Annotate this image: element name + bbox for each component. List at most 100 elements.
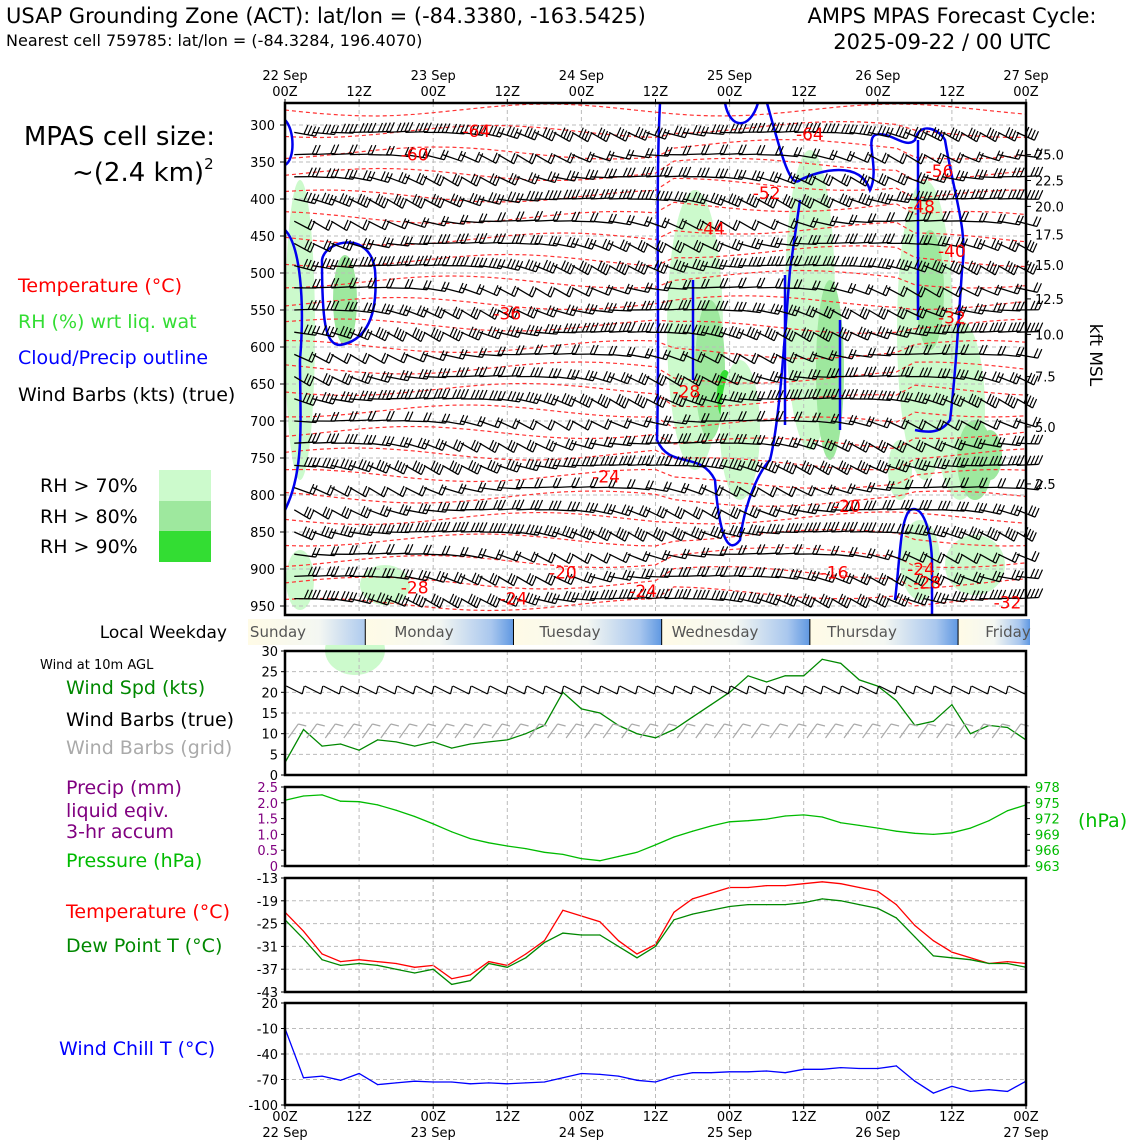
wind-barb-flag (777, 238, 783, 248)
wind-barb-flag (418, 485, 424, 495)
wind-barb-flag (709, 685, 713, 695)
wind-barb (331, 506, 353, 520)
wind-barb-flag (774, 122, 780, 132)
wind-barb (590, 552, 612, 564)
wind-barb-flag (978, 344, 984, 355)
wind-barb (405, 148, 432, 159)
wind-barb-flag (788, 504, 794, 514)
wind-barb (609, 167, 636, 178)
wind-barb-flag (692, 373, 698, 383)
wind-barb-shaft (312, 487, 331, 497)
wind-barb-flag (950, 393, 956, 403)
wind-barb-flag (750, 460, 756, 470)
wind-barb-flag (531, 594, 537, 605)
wind-barb-shaft (368, 331, 386, 342)
wind-barb-true (415, 685, 435, 695)
wind-barb-flag (760, 277, 766, 288)
wind-barb-flag (640, 397, 646, 407)
wind-barb-flag (363, 302, 369, 312)
wind-barb-flag (845, 573, 852, 583)
wind-barb-flag (552, 263, 558, 274)
wind-barb (423, 305, 446, 319)
wind-barb-flag (756, 410, 762, 421)
wind-barb-flag (371, 144, 377, 155)
wind-barb (553, 127, 575, 143)
wind-barb (775, 436, 802, 449)
wind-barb-flag (995, 553, 1001, 564)
wind-barb-flag (325, 325, 331, 336)
wind-barb-flag (848, 389, 855, 399)
wind-barb (849, 326, 873, 341)
wind-barb-shaft (695, 723, 707, 739)
wind-barb-flag (642, 532, 648, 542)
wind-barb-flag (734, 374, 740, 384)
wind-barb-flag (716, 509, 723, 520)
wind-barb-flag (700, 325, 706, 335)
wind-barb-flag (700, 433, 706, 443)
wind-barb (479, 233, 507, 245)
wind-barb-flag (1014, 149, 1020, 159)
wind-barb (812, 193, 835, 209)
wind-barb-flag (648, 569, 654, 579)
wind-barb (479, 439, 500, 454)
wind-barb (720, 566, 747, 578)
wind-barb-flag (1026, 189, 1032, 200)
wind-barb (312, 325, 338, 338)
wind-barb-flag (416, 305, 422, 315)
wind-barb-flag (877, 125, 883, 135)
wind-barb-flag (692, 589, 698, 600)
wind-barb (293, 373, 315, 387)
wind-barb-flag (570, 170, 576, 181)
wind-barb-flag (352, 545, 358, 555)
wind-barb-flag (793, 523, 799, 533)
wind-barb-grid (343, 723, 362, 739)
wind-barb-flag (525, 324, 531, 335)
wind-barb-flag (926, 526, 932, 536)
wind-barb (497, 152, 519, 165)
wind-barb-flag (765, 592, 771, 602)
wind-barb (423, 327, 445, 342)
wind-barb-flag (773, 304, 780, 314)
wind-barb-flag (778, 390, 784, 400)
wind-barb-flag (728, 193, 734, 203)
wind-barb-flag (862, 441, 868, 451)
wind-barb-flag (359, 524, 365, 534)
wind-barb-flag (306, 241, 313, 251)
wind-barb (516, 153, 537, 165)
sounding-panel: -64-60-64-52-56-48-44-40-36 -32-28-24-20-… (250, 101, 1105, 675)
wind-barb-flag (607, 213, 614, 224)
wind-barb-flag (298, 723, 307, 727)
forecast-cycle-title: AMPS MPAS Forecast Cycle: (808, 4, 1097, 28)
wind-barb-flag (905, 462, 911, 473)
wind-barb (868, 572, 890, 586)
wind-barb-flag (334, 277, 340, 288)
wind-barb-flag (774, 544, 780, 554)
wind-barb (701, 590, 729, 601)
wind-barb-flag (870, 126, 876, 136)
wind-barb-flag (719, 168, 725, 178)
wind-barb-flag (622, 455, 628, 465)
wind-barb-shaft (738, 198, 757, 209)
wind-barb-flag (842, 571, 848, 582)
wind-barb-shaft (331, 376, 349, 386)
wind-barb (942, 419, 963, 431)
wind-barb-shaft (720, 220, 737, 232)
wind-barb (294, 299, 321, 311)
wind-barb-shaft (794, 198, 811, 209)
wind-speed-point (803, 675, 805, 677)
wind-barb-flag (1007, 528, 1013, 539)
wind-barb-flag (933, 190, 939, 200)
wind-barb-flag (417, 463, 424, 474)
wind-barb-flag (785, 389, 791, 399)
wind-barb-flag (1007, 589, 1013, 599)
wind-barb-flag (868, 196, 874, 206)
wind-barb (294, 324, 321, 336)
wind-barb (757, 255, 784, 267)
wind-barb (516, 259, 541, 273)
wind-barb (572, 477, 599, 489)
wind-barb-flag (344, 301, 350, 311)
wind-barb-flag (436, 596, 442, 607)
wind-barb-flag (389, 543, 395, 554)
wind-barb (331, 566, 358, 578)
wind-barb-flag (491, 327, 497, 337)
